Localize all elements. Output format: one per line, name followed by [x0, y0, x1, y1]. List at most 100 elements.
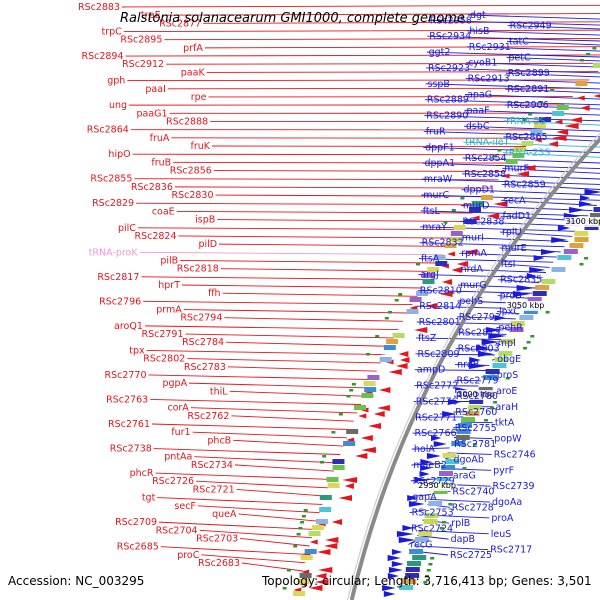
category-block: [590, 213, 600, 218]
leader-line: [241, 562, 303, 572]
leader-line: [233, 439, 344, 447]
gene-label: nrdA: [461, 264, 484, 275]
gene-label: ftsA: [421, 254, 440, 265]
gene-arrow-mark: [338, 495, 352, 501]
gene-label: proB: [500, 291, 522, 302]
gc-tick: [530, 335, 535, 338]
gene-label: fadD1: [503, 211, 532, 222]
gene-arrow-mark: [407, 495, 418, 501]
gene-arrow-mark: [456, 261, 469, 267]
gene-label: RSc2772: [416, 381, 458, 392]
gene-label: RSc2958: [430, 15, 472, 26]
gc-tick: [430, 557, 435, 560]
gene-arrow-mark: [441, 279, 453, 285]
category-block: [427, 267, 440, 272]
gene-label: RSc2762: [187, 411, 229, 422]
gene-label: secF: [174, 501, 195, 512]
gene-label: coaE: [152, 206, 175, 217]
leader-line: [459, 236, 569, 243]
leader-line: [217, 219, 467, 222]
category-block: [300, 555, 313, 560]
gene-label: fruK: [190, 141, 210, 152]
gc-tick: [522, 119, 527, 122]
gene-arrow-mark: [486, 327, 502, 333]
gc-tick: [586, 53, 591, 56]
gene-arrow-mark: [481, 339, 500, 345]
category-block: [563, 249, 578, 254]
ruler-label: 3000 kbp: [457, 390, 495, 399]
category-block: [392, 333, 405, 338]
category-block: [469, 399, 484, 404]
gene-label: proC: [177, 550, 200, 561]
leader-line: [426, 51, 600, 58]
gene-label: rRNA-5S: [506, 116, 545, 127]
gene-label: RSc2760: [455, 407, 497, 418]
gene-label: RSc2835: [500, 275, 542, 286]
gene-label: ispB: [195, 215, 215, 226]
gc-tick: [526, 341, 531, 344]
leader-line: [427, 19, 600, 26]
category-block: [383, 345, 396, 350]
category-block: [556, 105, 569, 110]
leader-line: [187, 358, 381, 364]
gene-label: rpe: [191, 92, 207, 103]
gene-label: petC: [508, 52, 531, 63]
gene-label: pilB: [160, 256, 178, 267]
gene-label: murD: [463, 201, 490, 212]
gene-label: phcB: [207, 435, 231, 446]
gene-arrow-mark: [378, 387, 391, 393]
gc-tick: [296, 533, 301, 536]
category-block: [510, 321, 525, 326]
gene-label: RSc2740: [452, 487, 494, 498]
gene-arrow-mark: [388, 567, 403, 573]
leader-line: [155, 472, 331, 480]
category-block: [406, 309, 419, 314]
gene-label: RSc2836: [131, 182, 173, 193]
category-block: [433, 489, 448, 494]
gene-label: RSc2776: [416, 397, 458, 408]
category-block: [332, 459, 345, 464]
leader-line: [461, 189, 600, 196]
gene-arrow-mark: [447, 399, 462, 405]
leader-line: [203, 21, 600, 24]
category-block: [363, 381, 376, 386]
gene-label: RSc2725: [450, 550, 492, 561]
gene-label: murF: [504, 164, 529, 175]
gc-tick: [425, 575, 429, 578]
gene-arrow-mark: [463, 249, 478, 255]
category-block: [319, 495, 332, 500]
category-block: [326, 477, 339, 482]
category-block: [424, 513, 439, 518]
gene-arrow-mark: [471, 215, 480, 221]
gene-label: fur1: [171, 427, 190, 438]
gene-label: RSc2685: [117, 542, 159, 553]
category-block: [416, 291, 429, 296]
leader-line: [424, 99, 600, 106]
gene-arrow-mark: [344, 483, 354, 489]
category-block: [311, 525, 324, 530]
gene-label: RSc2779: [457, 375, 499, 386]
category-block: [439, 471, 453, 476]
gene-label: RSc2913: [468, 74, 510, 85]
ruler-label-bg: [505, 301, 546, 311]
leader-line: [229, 390, 365, 397]
gene-label: RSc2801: [419, 317, 461, 328]
category-block: [354, 405, 366, 410]
gene-arrow-mark: [564, 123, 579, 129]
leader-line: [506, 56, 600, 62]
category-block: [361, 393, 374, 398]
gc-tick: [303, 509, 308, 512]
ruler-label-bg: [564, 217, 600, 227]
gene-label: gapA: [412, 492, 437, 503]
gene-arrow-mark: [377, 405, 390, 411]
category-block: [422, 273, 435, 278]
gene-label: murG: [460, 280, 487, 291]
gene-label: RSc2746: [494, 449, 536, 460]
gene-label: RSc2894: [81, 51, 123, 62]
leader-line: [139, 251, 444, 256]
gene-arrow-mark: [469, 357, 481, 363]
gc-tick: [426, 569, 431, 572]
leader-line: [420, 210, 589, 217]
gc-tick: [394, 299, 399, 302]
gc-tick: [451, 209, 456, 212]
